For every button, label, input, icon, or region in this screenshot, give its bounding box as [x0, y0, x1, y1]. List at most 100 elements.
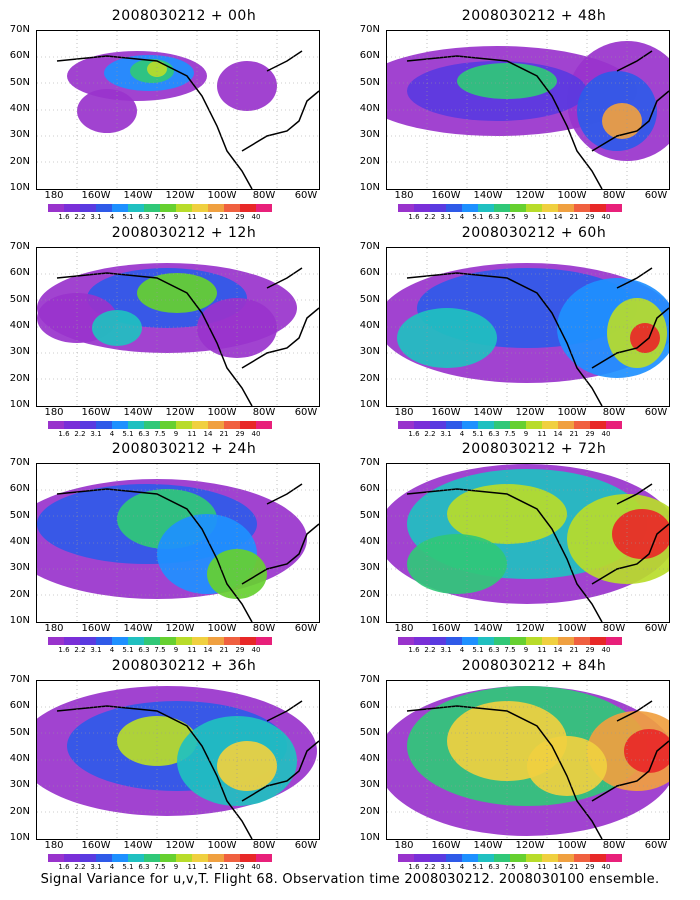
- colorbar-swatch: [526, 637, 542, 645]
- variance-blob: [207, 549, 267, 599]
- map-plot: [386, 680, 670, 840]
- variance-blob: [624, 729, 669, 773]
- variance-blob: [457, 63, 557, 99]
- colorbar-label: 3.1: [440, 646, 452, 654]
- colorbar-label: 9: [173, 213, 179, 221]
- colorbar-swatch: [48, 637, 64, 645]
- colorbar-swatch: [192, 421, 208, 429]
- colorbar-swatch: [430, 854, 446, 862]
- y-axis-tick-label: 70N: [9, 24, 30, 35]
- x-axis-tick-label: 140W: [473, 623, 503, 634]
- colorbar-label: 5.1: [122, 213, 134, 221]
- colorbar-label: 5.1: [472, 646, 484, 654]
- x-axis-tick-label: 140W: [473, 407, 503, 418]
- x-axis-tick-label: 100W: [207, 407, 237, 418]
- colorbar-label: 2.2: [424, 646, 436, 654]
- x-axis-tick-label: 60W: [294, 407, 318, 418]
- y-axis-tick-label: 70N: [359, 24, 380, 35]
- colorbar-label: 29: [585, 863, 595, 871]
- colorbar-swatch: [574, 421, 590, 429]
- coastline: [56, 50, 319, 189]
- x-axis-tick-label: 180: [394, 840, 414, 851]
- colorbar-label: 11: [187, 646, 197, 654]
- colorbar-swatch: [176, 637, 192, 645]
- y-axis-tick-label: 50N: [9, 293, 30, 305]
- colorbar-label: 29: [585, 213, 595, 221]
- colorbar-label: 2.2: [424, 863, 436, 871]
- colorbar-label: 40: [601, 646, 611, 654]
- colorbar-swatch: [606, 421, 622, 429]
- colorbar-swatch: [478, 854, 494, 862]
- colorbar-swatch: [462, 204, 478, 212]
- colorbar-label: 2.2: [424, 430, 436, 438]
- y-axis-tick-label: 20N: [359, 372, 380, 384]
- y-axis-tick-label: 20N: [359, 155, 380, 167]
- colorbar-label: 6.3: [138, 646, 150, 654]
- colorbar-label: 9: [173, 430, 179, 438]
- colorbar-label: 5.1: [472, 430, 484, 438]
- coastline: [56, 267, 319, 406]
- x-axis-tick-label: 100W: [557, 840, 587, 851]
- y-axis-tick-label: 10N: [359, 614, 380, 626]
- colorbar-swatch: [430, 637, 446, 645]
- colorbar: [398, 204, 622, 212]
- colorbar-label: 40: [601, 863, 611, 871]
- colorbar-label: 21: [569, 646, 579, 654]
- colorbar-label: 14: [203, 646, 213, 654]
- colorbar-label: 40: [251, 646, 261, 654]
- colorbar-label: 29: [235, 863, 245, 871]
- colorbar-swatch: [256, 421, 272, 429]
- colorbar-label: 3.1: [90, 646, 102, 654]
- y-axis-tick-label: 60N: [359, 483, 380, 495]
- colorbar-swatch: [574, 637, 590, 645]
- variance-field: [37, 464, 319, 622]
- x-axis-tick-label: 160W: [81, 623, 111, 634]
- colorbar-swatch: [112, 204, 128, 212]
- y-axis-tick-label: 30N: [9, 129, 30, 141]
- y-axis-tick-label: 50N: [359, 509, 380, 521]
- colorbar-swatch: [606, 637, 622, 645]
- colorbar-swatch: [112, 421, 128, 429]
- y-axis-tick-label: 40N: [9, 319, 30, 331]
- y-axis-tick-label: 20N: [9, 805, 30, 817]
- y-axis-tick-label: 70N: [9, 241, 30, 252]
- colorbar-swatch: [176, 204, 192, 212]
- colorbar-swatch: [128, 204, 144, 212]
- colorbar-swatch: [176, 421, 192, 429]
- colorbar-swatch: [494, 854, 510, 862]
- colorbar-label: 11: [537, 646, 547, 654]
- coastline: [406, 483, 669, 622]
- x-axis-tick-label: 80W: [602, 623, 626, 634]
- y-axis-tick-label: 10N: [9, 614, 30, 626]
- coastline: [406, 267, 669, 406]
- x-axis-tick-label: 140W: [123, 840, 153, 851]
- colorbar-label: 3.1: [440, 213, 452, 221]
- colorbar-swatch: [494, 204, 510, 212]
- colorbar: [398, 637, 622, 645]
- y-axis-tick-label: 60N: [9, 483, 30, 495]
- coastline: [406, 700, 669, 839]
- colorbar-swatch: [208, 854, 224, 862]
- colorbar-swatch: [542, 637, 558, 645]
- colorbar-swatch: [558, 421, 574, 429]
- x-axis-tick-label: 140W: [123, 190, 153, 201]
- panel-title: 2008030212 + 84h: [461, 658, 607, 674]
- x-axis-tick-label: 100W: [207, 623, 237, 634]
- colorbar-swatch: [176, 854, 192, 862]
- variance-blob: [407, 534, 507, 594]
- x-axis-tick-label: 180: [44, 190, 64, 201]
- colorbar-label: 7.5: [154, 213, 166, 221]
- y-axis-tick-label: 10N: [359, 831, 380, 843]
- y-axis-tick-label: 10N: [9, 398, 30, 410]
- x-axis-tick-label: 80W: [602, 407, 626, 418]
- colorbar-label: 14: [553, 430, 563, 438]
- x-axis-tick-label: 60W: [644, 190, 668, 201]
- y-axis-tick-label: 60N: [359, 700, 380, 712]
- x-axis-tick-label: 120W: [515, 840, 545, 851]
- colorbar-label: 6.3: [488, 646, 500, 654]
- x-axis-tick-label: 80W: [252, 407, 276, 418]
- panel-title: 2008030212 + 60h: [461, 225, 607, 241]
- y-axis-tick-label: 60N: [359, 50, 380, 62]
- colorbar-swatch: [446, 204, 462, 212]
- colorbar-label: 1.6: [58, 646, 70, 654]
